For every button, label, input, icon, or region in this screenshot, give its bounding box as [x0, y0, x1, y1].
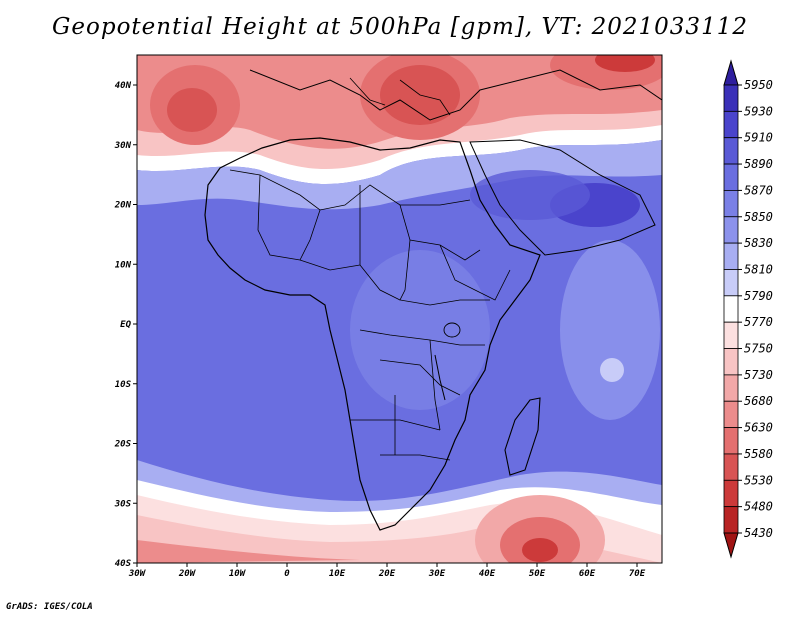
lat-tick-label: 30S	[114, 499, 132, 509]
colorbar-segment	[723, 84, 739, 112]
colorbar-segment	[723, 506, 739, 534]
lon-tick-label: 10W	[229, 569, 247, 579]
colorbar-label: 5580	[744, 447, 773, 461]
colorbar-segment	[723, 295, 739, 323]
lat-tick-label: 20N	[114, 201, 132, 211]
colorbar-label: 5830	[744, 236, 773, 250]
colorbar-bottom-arrow	[723, 532, 739, 559]
colorbar-top-arrow	[723, 59, 739, 86]
colorbar-label: 5910	[744, 131, 773, 145]
lake-victoria	[443, 322, 461, 338]
colorbar-label: 5530	[744, 473, 773, 487]
lon-tick-label: 0	[284, 569, 290, 579]
arabia-outline	[469, 139, 656, 256]
colorbar-label: 5770	[744, 315, 773, 329]
lon-tick-label: 20E	[378, 569, 396, 579]
colorbar-segment	[723, 190, 739, 218]
colorbar-segment	[723, 348, 739, 376]
height-field	[137, 55, 662, 563]
colorbar-segment	[723, 137, 739, 165]
colorbar-label: 5950	[744, 78, 773, 92]
colorbar-segment	[723, 269, 739, 297]
europe-coast	[249, 69, 662, 121]
lat-tick-label: EQ	[120, 320, 131, 330]
colorbar-label: 5480	[744, 500, 773, 514]
colorbar-label: 5810	[744, 262, 773, 276]
lat-tick-label: 10S	[115, 380, 132, 390]
colorbar-segment	[723, 321, 739, 349]
lon-tick-label: 30W	[128, 569, 147, 579]
africa-coastline	[204, 137, 541, 531]
colorbar-segment	[723, 374, 739, 402]
colorbar-label: 5630	[744, 421, 773, 435]
colorbar-segment	[723, 479, 739, 508]
colorbar-label: 5930	[744, 104, 773, 118]
colorbar-label: 5850	[744, 210, 773, 224]
colorbar-label: 5890	[744, 157, 773, 171]
lat-tick-label: 10N	[115, 260, 132, 270]
madagascar-outline	[504, 397, 541, 476]
lon-tick-label: 40E	[479, 569, 496, 579]
colorbar-segment	[723, 216, 739, 244]
lon-tick-label: 20W	[178, 569, 197, 579]
lat-tick-label: 30N	[114, 141, 132, 151]
lat-tick-label: 40S	[115, 559, 132, 569]
country-borders	[229, 169, 511, 461]
colorbar-segment	[723, 242, 739, 270]
longitude-axis: 30W 20W 10W 0 10E 20E 30E 40E 50E 60E 70E	[128, 563, 646, 579]
lat-tick-label: 40N	[115, 81, 132, 91]
map-frame	[136, 54, 663, 564]
latitude-axis: 40N 30N 20N 10N EQ 10S 20S 30S 40S	[114, 81, 137, 569]
colorbar-label: 5680	[744, 394, 773, 408]
lon-tick-label: 30E	[428, 569, 446, 579]
credit-text: GrADS: IGES/COLA	[6, 602, 93, 612]
colorbar-segment	[723, 400, 739, 428]
colorbar-segment	[723, 453, 739, 481]
colorbar-label: 5730	[744, 368, 773, 382]
map-title: Geopotential Height at 500hPa [gpm], VT:…	[52, 14, 748, 40]
colorbar-label: 5790	[744, 289, 773, 303]
lon-tick-label: 60E	[579, 569, 596, 579]
colorbar-label: 5750	[744, 342, 773, 356]
colorbar-segment	[723, 427, 739, 455]
colorbar-label: 5430	[744, 526, 773, 540]
lon-tick-label: 10E	[329, 569, 346, 579]
lon-tick-label: 50E	[529, 569, 546, 579]
colorbar: 5950 5930 5910 5890 5870 5850 5830 5810 5790 5770…	[723, 59, 773, 559]
lat-tick-label: 20S	[114, 440, 132, 450]
lon-tick-label: 70E	[629, 569, 646, 579]
colorbar-segment	[723, 163, 739, 191]
colorbar-label: 5870	[744, 183, 773, 197]
colorbar-segment	[723, 110, 739, 139]
